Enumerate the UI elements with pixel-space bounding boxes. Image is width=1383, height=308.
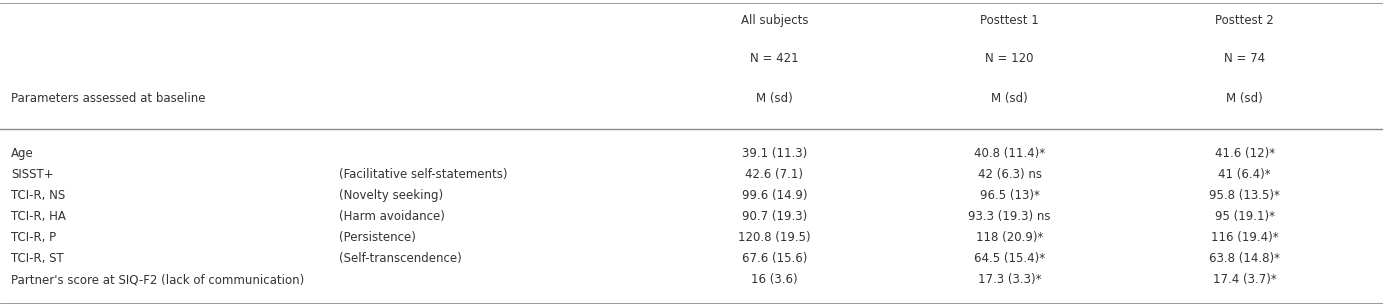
Text: 42.6 (7.1): 42.6 (7.1) <box>745 168 804 181</box>
Text: 96.5 (13)*: 96.5 (13)* <box>979 189 1040 202</box>
Text: M (sd): M (sd) <box>757 92 792 105</box>
Text: Partner's score at SIQ-F2 (lack of communication): Partner's score at SIQ-F2 (lack of commu… <box>11 273 304 286</box>
Text: All subjects: All subjects <box>741 14 808 26</box>
Text: 67.6 (15.6): 67.6 (15.6) <box>741 252 808 265</box>
Text: 95 (19.1)*: 95 (19.1)* <box>1214 210 1275 223</box>
Text: 39.1 (11.3): 39.1 (11.3) <box>741 148 808 160</box>
Text: N = 74: N = 74 <box>1224 52 1265 65</box>
Text: (Facilitative self-statements): (Facilitative self-statements) <box>339 168 508 181</box>
Text: N = 421: N = 421 <box>750 52 799 65</box>
Text: 99.6 (14.9): 99.6 (14.9) <box>741 189 808 202</box>
Text: Posttest 2: Posttest 2 <box>1216 14 1274 26</box>
Text: 17.3 (3.3)*: 17.3 (3.3)* <box>978 273 1041 286</box>
Text: 41 (6.4)*: 41 (6.4)* <box>1218 168 1271 181</box>
Text: 116 (19.4)*: 116 (19.4)* <box>1212 231 1278 244</box>
Text: TCI-R, P: TCI-R, P <box>11 231 57 244</box>
Text: TCI-R, NS: TCI-R, NS <box>11 189 65 202</box>
Text: (Self-transcendence): (Self-transcendence) <box>339 252 462 265</box>
Text: 93.3 (19.3) ns: 93.3 (19.3) ns <box>968 210 1051 223</box>
Text: (Novelty seeking): (Novelty seeking) <box>339 189 443 202</box>
Text: (Persistence): (Persistence) <box>339 231 416 244</box>
Text: 41.6 (12)*: 41.6 (12)* <box>1214 148 1275 160</box>
Text: Age: Age <box>11 148 33 160</box>
Text: TCI-R, HA: TCI-R, HA <box>11 210 66 223</box>
Text: M (sd): M (sd) <box>992 92 1028 105</box>
Text: 42 (6.3) ns: 42 (6.3) ns <box>978 168 1041 181</box>
Text: 63.8 (14.8)*: 63.8 (14.8)* <box>1209 252 1281 265</box>
Text: N = 120: N = 120 <box>985 52 1034 65</box>
Text: 118 (20.9)*: 118 (20.9)* <box>976 231 1043 244</box>
Text: TCI-R, ST: TCI-R, ST <box>11 252 64 265</box>
Text: (Harm avoidance): (Harm avoidance) <box>339 210 445 223</box>
Text: 17.4 (3.7)*: 17.4 (3.7)* <box>1213 273 1277 286</box>
Text: M (sd): M (sd) <box>1227 92 1263 105</box>
Text: Posttest 1: Posttest 1 <box>981 14 1039 26</box>
Text: Parameters assessed at baseline: Parameters assessed at baseline <box>11 92 206 105</box>
Text: 16 (3.6): 16 (3.6) <box>751 273 798 286</box>
Text: 64.5 (15.4)*: 64.5 (15.4)* <box>974 252 1046 265</box>
Text: 90.7 (19.3): 90.7 (19.3) <box>741 210 808 223</box>
Text: 40.8 (11.4)*: 40.8 (11.4)* <box>974 148 1046 160</box>
Text: 95.8 (13.5)*: 95.8 (13.5)* <box>1209 189 1281 202</box>
Text: 120.8 (19.5): 120.8 (19.5) <box>739 231 810 244</box>
Text: SISST+: SISST+ <box>11 168 54 181</box>
